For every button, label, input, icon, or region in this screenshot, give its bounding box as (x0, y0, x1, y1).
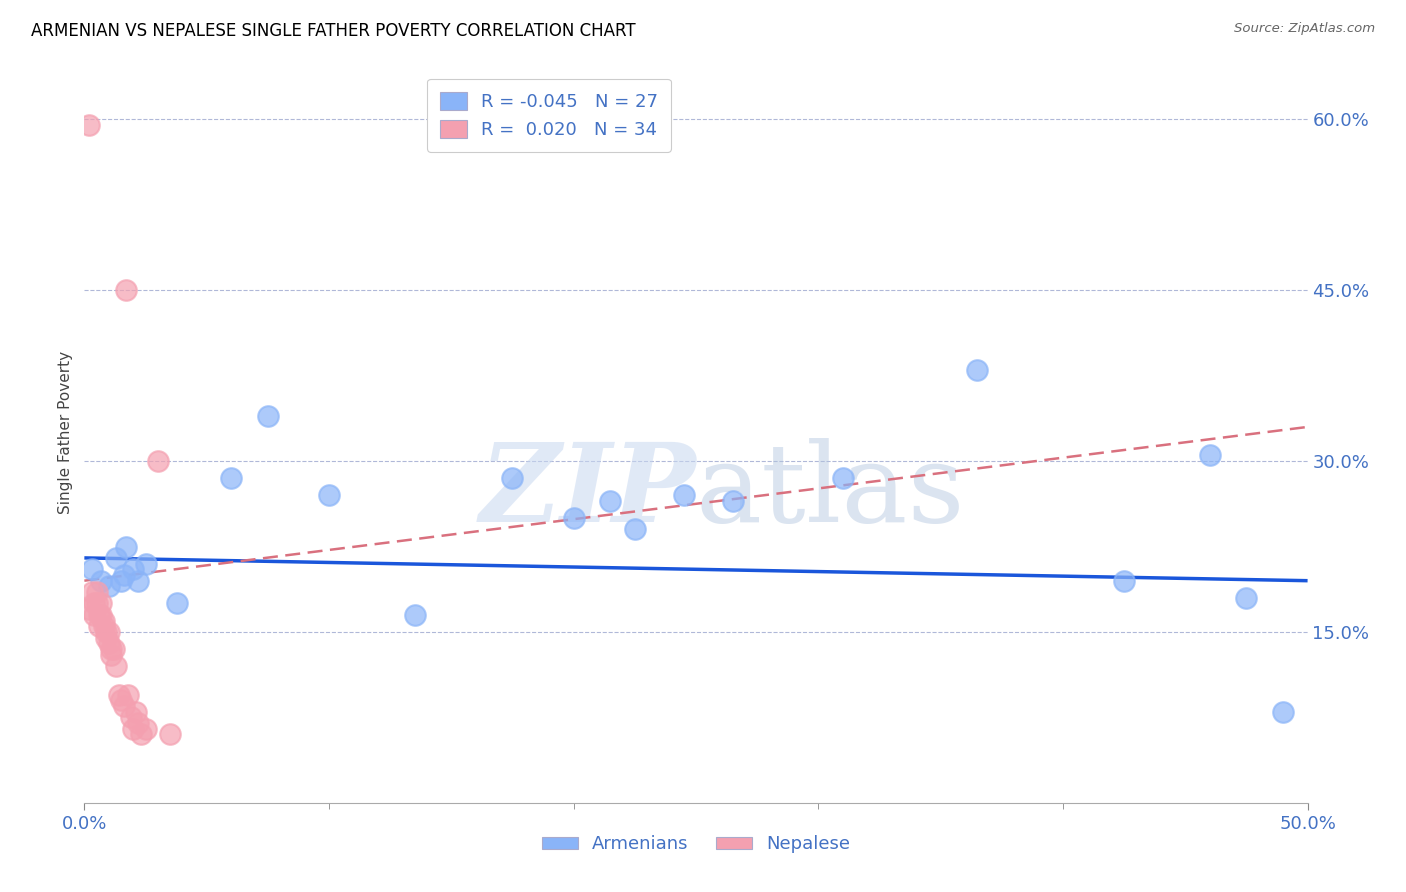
Point (115, 540, 138, 554)
Text: ARMENIAN VS NEPALESE SINGLE FATHER POVERTY CORRELATION CHART: ARMENIAN VS NEPALESE SINGLE FATHER POVER… (31, 22, 636, 40)
Point (122, 722, 145, 736)
Point (112, 568, 135, 582)
Point (87, 607, 110, 622)
Point (86, 597, 108, 611)
Point (97, 636, 120, 650)
Point (966, 363, 988, 377)
Point (96, 624, 118, 639)
Legend: Armenians, Nepalese: Armenians, Nepalese (534, 828, 858, 861)
Point (599, 494, 621, 508)
Text: ZIP: ZIP (479, 438, 696, 546)
Point (93, 619, 115, 633)
Point (90, 607, 112, 622)
Point (90, 574, 112, 588)
Point (122, 562, 145, 576)
Point (1236, 591, 1258, 605)
Point (672, 488, 695, 502)
Point (107, 688, 129, 702)
Point (77, 602, 100, 616)
Point (129, 727, 152, 741)
Point (80, 585, 103, 599)
Point (97, 579, 120, 593)
Point (831, 471, 853, 485)
Y-axis label: Single Father Poverty: Single Father Poverty (58, 351, 73, 514)
Point (86, 585, 108, 599)
Point (97, 624, 120, 639)
Point (90, 597, 112, 611)
Point (1198, 449, 1220, 463)
Point (93, 614, 115, 628)
Point (159, 727, 181, 741)
Point (146, 454, 169, 468)
Point (318, 488, 340, 502)
Point (105, 659, 128, 673)
Point (103, 642, 125, 657)
Point (125, 705, 148, 719)
Point (110, 693, 132, 707)
Point (115, 283, 138, 297)
Point (77, 118, 100, 132)
Point (624, 523, 647, 537)
Point (87, 619, 110, 633)
Text: atlas: atlas (696, 438, 966, 545)
Point (112, 698, 135, 713)
Point (127, 716, 149, 731)
Point (404, 607, 426, 622)
Point (80, 562, 103, 576)
Point (100, 648, 122, 662)
Point (100, 642, 122, 657)
Point (1272, 705, 1295, 719)
Point (135, 722, 157, 736)
Point (1114, 574, 1136, 588)
Point (105, 550, 128, 565)
Point (96, 631, 118, 645)
Point (83, 597, 105, 611)
Point (219, 471, 242, 485)
Point (110, 574, 132, 588)
Point (83, 607, 105, 622)
Point (135, 557, 157, 571)
Point (257, 409, 280, 423)
Text: Source: ZipAtlas.com: Source: ZipAtlas.com (1234, 22, 1375, 36)
Point (120, 710, 142, 724)
Point (502, 471, 524, 485)
Point (166, 597, 188, 611)
Point (127, 574, 149, 588)
Point (117, 688, 139, 702)
Point (721, 494, 744, 508)
Point (562, 511, 585, 525)
